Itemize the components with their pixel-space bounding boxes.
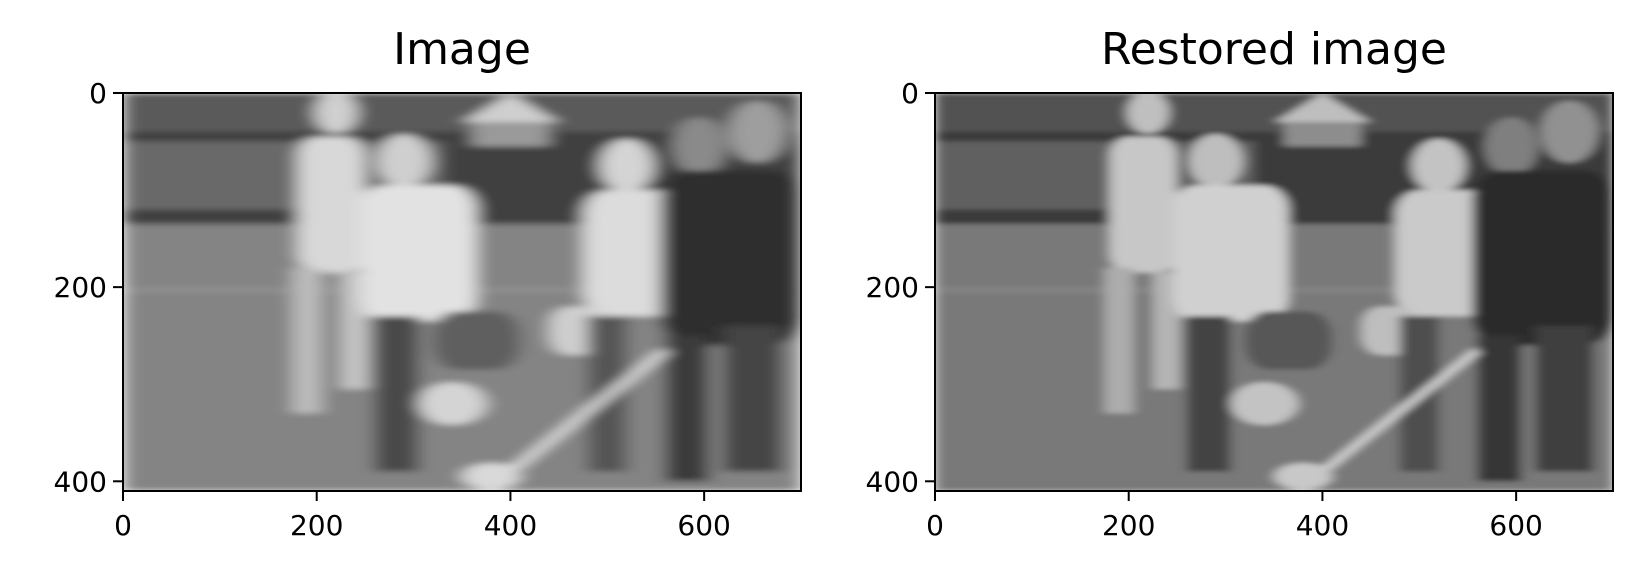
x-tick-label: 200 <box>1102 509 1155 542</box>
panel-title: Image <box>393 24 531 75</box>
tick-group: 0 200 400 600 0 200 400 <box>54 77 731 542</box>
tick-group: 0 200 400 600 0 200 400 <box>866 77 1543 542</box>
x-tick-label: 400 <box>484 509 537 542</box>
x-tick-label: 600 <box>1489 509 1542 542</box>
x-tick-label: 400 <box>1296 509 1349 542</box>
y-tick-label: 0 <box>901 77 919 110</box>
y-tick-label: 400 <box>866 465 919 498</box>
image-content <box>935 93 1613 491</box>
x-tick-label: 600 <box>677 509 730 542</box>
y-tick-label: 400 <box>54 465 107 498</box>
y-tick-label: 200 <box>54 271 107 304</box>
panel-image: Image 0 200 400 600 0 200 400 <box>54 24 802 542</box>
panel-title: Restored image <box>1101 24 1447 75</box>
x-tick-label: 200 <box>290 509 343 542</box>
panel-restored-image: Restored image 0 200 400 600 0 200 400 <box>866 24 1614 542</box>
image-content <box>123 91 801 491</box>
x-tick-label: 0 <box>926 509 944 542</box>
x-tick-label: 0 <box>114 509 132 542</box>
axes-frame <box>934 92 1614 492</box>
axes-frame <box>122 92 802 492</box>
y-tick-label: 200 <box>866 271 919 304</box>
y-tick-label: 0 <box>89 77 107 110</box>
